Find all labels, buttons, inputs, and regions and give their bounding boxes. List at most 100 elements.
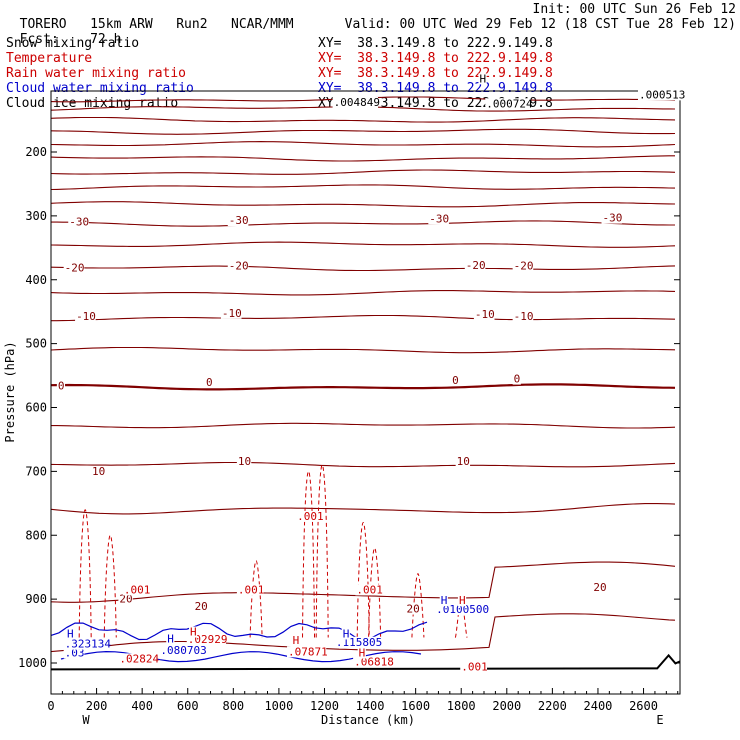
y-tick-label: 200 bbox=[25, 145, 47, 159]
contour-value-label: .001 bbox=[297, 510, 324, 523]
x-axis-label: Distance (km) bbox=[321, 713, 415, 727]
label-bg bbox=[236, 455, 252, 467]
contour-value-label: -10 bbox=[76, 310, 96, 323]
high-marker: H bbox=[67, 627, 74, 640]
label-bg bbox=[122, 584, 150, 596]
label-bg bbox=[291, 634, 300, 646]
label-bg bbox=[473, 309, 495, 321]
label-bg bbox=[637, 89, 684, 101]
label-bg bbox=[166, 633, 175, 645]
field-name-temperature: Temperature bbox=[6, 51, 93, 66]
label-bg bbox=[485, 98, 531, 110]
label-bg bbox=[355, 584, 383, 596]
temperature-contour-line bbox=[50, 128, 676, 135]
label-bg bbox=[464, 259, 486, 271]
y-tick-label: 1000 bbox=[18, 656, 47, 670]
rain-contour-peak bbox=[302, 470, 316, 638]
y-tick-label: 800 bbox=[25, 528, 47, 542]
model-run: Run2 bbox=[176, 17, 208, 32]
label-bg bbox=[118, 653, 158, 665]
temperature-contour-line bbox=[50, 290, 676, 296]
temperature-contour-line bbox=[50, 116, 676, 123]
field-xy-rain: XY= 38.3.149.8 to 222.9.149.8 bbox=[318, 66, 553, 81]
temperature-contour-20 bbox=[50, 561, 676, 603]
contour-value-label: -20 bbox=[229, 260, 249, 273]
temperature-contour--10 bbox=[51, 314, 676, 322]
label-bg bbox=[91, 466, 106, 478]
forecast-hour-line: Fcst: 72 h bbox=[4, 17, 122, 47]
contour-value-label: .001 bbox=[461, 661, 488, 674]
contour-value-label: -10 bbox=[222, 307, 242, 320]
label-bg bbox=[460, 661, 488, 673]
label-bg bbox=[56, 380, 66, 392]
temperature-contour-10 bbox=[50, 461, 676, 468]
contour-value-label: 20 bbox=[407, 603, 420, 616]
temperature-contour-line bbox=[50, 155, 675, 162]
contour-value-label: 10 bbox=[92, 465, 105, 478]
contour-value-label: .000513 bbox=[639, 88, 685, 101]
contour-value-label: -10 bbox=[475, 308, 495, 321]
y-tick-label: 500 bbox=[25, 337, 47, 351]
contour-value-label: .000724 bbox=[486, 97, 533, 110]
header-left-line1: TORERO 15km ARW Run2 NCAR/MMM bbox=[4, 2, 294, 32]
x-tick-label: 0 bbox=[47, 699, 54, 713]
contour-value-label: .001 bbox=[238, 583, 265, 596]
label-bg bbox=[451, 374, 460, 386]
contour-value-label: .06818 bbox=[354, 656, 394, 669]
contour-value-label: .004849 bbox=[334, 96, 380, 109]
x-tick-label: 600 bbox=[177, 699, 199, 713]
label-bg bbox=[189, 626, 198, 638]
high-marker: H bbox=[167, 633, 174, 646]
x-tick-label: 1400 bbox=[356, 699, 385, 713]
y-tick-label: 300 bbox=[25, 209, 47, 223]
x-tick-label: 2200 bbox=[538, 699, 567, 713]
temperature-contour--20 bbox=[50, 265, 676, 272]
label-bg bbox=[118, 593, 133, 605]
x-tick-label: 2400 bbox=[584, 699, 613, 713]
temperature-contour-line bbox=[50, 201, 676, 208]
field-xy-temperature: XY= 38.3.149.8 to 222.9.149.8 bbox=[318, 51, 553, 66]
label-bg bbox=[332, 97, 378, 109]
label-bg bbox=[68, 216, 89, 228]
field-xy-cloud-water: XY= 38.3.149.8 to 222.9.149.8 bbox=[318, 81, 553, 96]
contour-value-label: -20 bbox=[466, 259, 486, 272]
label-bg bbox=[435, 604, 487, 616]
rain-contour-peak bbox=[356, 521, 370, 638]
label-bg bbox=[75, 310, 96, 322]
model-center: NCAR/MMM bbox=[231, 17, 294, 32]
valid-time: Valid: 00 UTC Wed 29 Feb 12 (18 CST Tue … bbox=[344, 17, 736, 32]
temperature-contour--30 bbox=[51, 220, 675, 227]
plot-frame bbox=[50, 90, 681, 695]
temperature-contour-line bbox=[50, 141, 676, 148]
high-marker: H bbox=[293, 634, 300, 647]
x-tick-label: 1000 bbox=[264, 699, 293, 713]
rain-contour-peak bbox=[249, 560, 263, 638]
contour-value-label: 0 bbox=[514, 373, 521, 386]
high-marker: H bbox=[459, 594, 466, 607]
label-bg bbox=[405, 603, 420, 615]
contour-value-label: .001 bbox=[124, 583, 151, 596]
contour-value-label: 10 bbox=[457, 455, 470, 468]
contour-value-label: -20 bbox=[65, 261, 85, 274]
rain-contour-peak bbox=[78, 509, 92, 638]
contour-value-label: .07871 bbox=[288, 645, 328, 658]
contour-value-label: .0100500 bbox=[436, 603, 489, 616]
high-marker: H bbox=[343, 627, 350, 640]
label-bg bbox=[592, 581, 607, 593]
label-bg bbox=[63, 647, 85, 659]
contour-value-label: 10 bbox=[238, 455, 251, 468]
label-bg bbox=[512, 310, 534, 322]
label-bg bbox=[512, 373, 521, 385]
x-tick-label: 800 bbox=[222, 699, 244, 713]
y-axis-label: Pressure (hPa) bbox=[3, 341, 17, 442]
contour-value-label: 0 bbox=[452, 374, 459, 387]
label-bg bbox=[478, 73, 487, 85]
contour-value-label: 20 bbox=[195, 600, 208, 613]
label-bg bbox=[357, 647, 366, 659]
label-bg bbox=[63, 262, 85, 274]
contour-value-label: -30 bbox=[603, 212, 623, 225]
x-tick-label: 400 bbox=[131, 699, 153, 713]
label-bg bbox=[287, 646, 327, 658]
contour-value-label: 0 bbox=[206, 376, 213, 389]
